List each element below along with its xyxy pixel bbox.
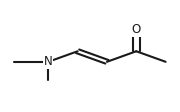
- Text: N: N: [44, 55, 53, 68]
- Text: O: O: [132, 23, 141, 36]
